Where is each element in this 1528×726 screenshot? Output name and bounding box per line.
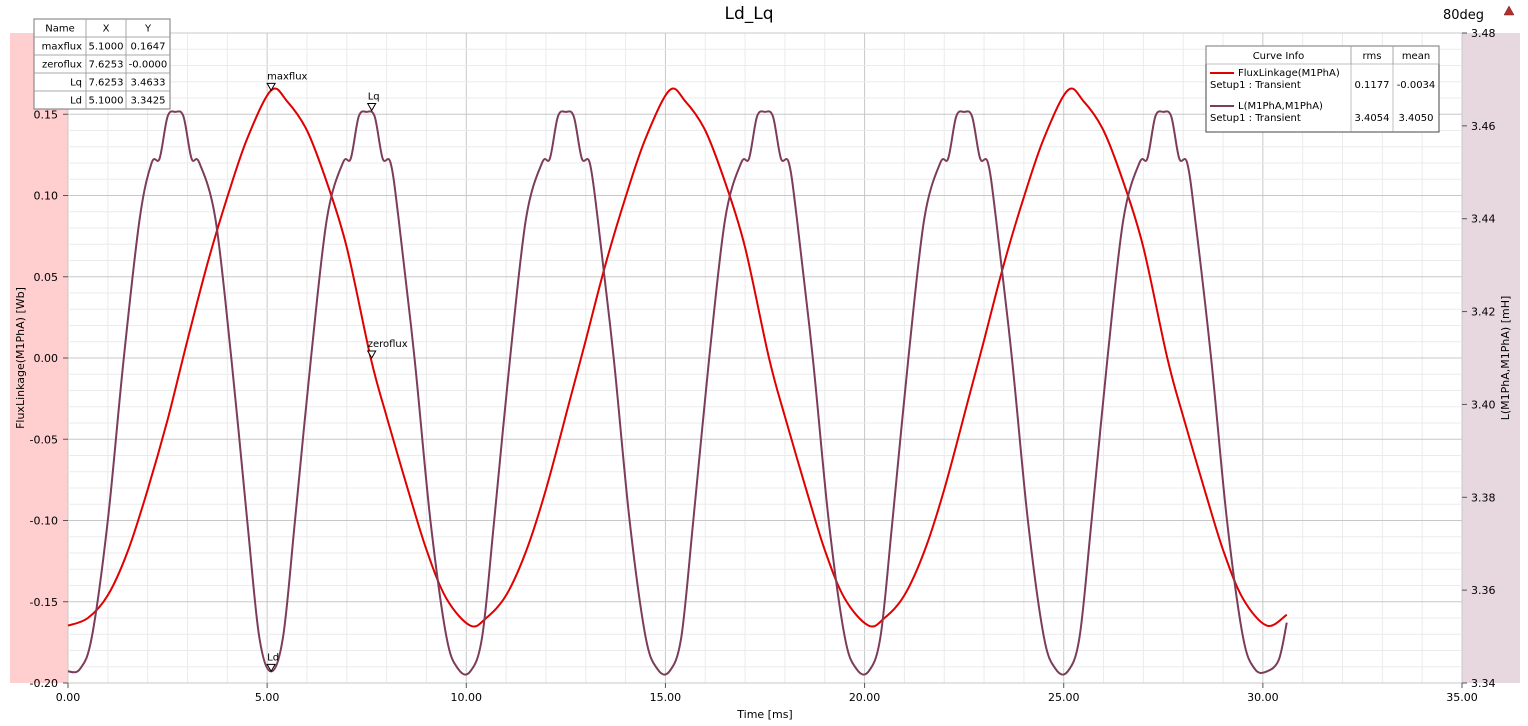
x-tick-label: 0.00: [56, 691, 81, 704]
curve-info-header: mean: [1402, 51, 1430, 62]
marker-Lq: Lq: [366, 92, 380, 112]
y-right-tick-label: 3.36: [1471, 584, 1496, 597]
curve-info-frame: [1205, 45, 1440, 133]
marker-table-value: 3.3425: [131, 96, 166, 107]
marker-table-header: Name: [45, 24, 75, 35]
marker-label: Lq: [368, 92, 380, 103]
ticks: 0.00 5.00 10.00 15.00 20.00 25.00 30.00 35.00 -0…: [30, 27, 1496, 704]
y-left-tick-label: -0.15: [30, 596, 58, 609]
y-left-tick-label: 0.05: [34, 271, 59, 284]
chart-title: Ld_Lq: [724, 4, 773, 24]
marker-table-value: 5.1000: [89, 96, 124, 107]
marker-table-header: Y: [144, 24, 152, 35]
y-left-tick-label: -0.20: [30, 677, 58, 690]
y-right-tick-label: 3.44: [1471, 213, 1496, 226]
y-right-tick-label: 3.40: [1471, 398, 1496, 411]
marker-triangle-icon: [266, 663, 276, 673]
x-tick-label: 5.00: [255, 691, 280, 704]
curve-info-header: rms: [1363, 51, 1382, 62]
x-tick-label: 35.00: [1446, 691, 1478, 704]
marker-table-cell: [125, 90, 171, 110]
marker-maxflux: maxflux: [266, 71, 308, 92]
curve-info-mean: -0.0034: [1397, 80, 1436, 91]
marker-table-value: 3.4633: [131, 78, 166, 89]
marker-table-value: Lq: [70, 78, 82, 89]
marker-table-header: X: [103, 24, 110, 35]
marker-zeroflux: zeroflux: [366, 339, 408, 360]
curve-info-setup: Setup1 : Transient: [1210, 80, 1301, 91]
y-left-tick-label: -0.05: [30, 433, 58, 446]
y-left-tick-label: 0.15: [34, 108, 59, 121]
curve-info-legend[interactable]: Curve Info rms meanFluxLinkage(M1PhA)Setup…: [1205, 45, 1440, 133]
marker-triangle-icon: [366, 103, 377, 112]
curve-info-setup: Setup1 : Transient: [1210, 113, 1301, 124]
curve-info-header: Curve Info: [1253, 51, 1305, 62]
curve-info-rms: 3.4054: [1355, 113, 1390, 124]
marker-table-value: 5.1000: [89, 42, 124, 53]
curve-info-name: L(M1PhA,M1PhA): [1238, 101, 1323, 112]
marker-table-value: zeroflux: [42, 60, 82, 71]
marker-table-value: maxflux: [42, 42, 82, 53]
y-axis-right-label: L(M1PhA,M1PhA) [mH]: [1499, 296, 1512, 421]
inductance-line: [67, 110, 1288, 676]
marker-table-value: 0.1647: [131, 42, 166, 53]
x-tick-label: 10.00: [451, 691, 483, 704]
y-right-tick-label: 3.38: [1471, 491, 1496, 504]
y-right-tick-label: 3.48: [1471, 27, 1496, 40]
y-left-tick-label: 0.00: [34, 352, 59, 365]
y-left-tick-label: 0.10: [34, 190, 59, 203]
curve-info-mean: 3.4050: [1399, 113, 1434, 124]
curve-info-name: FluxLinkage(M1PhA): [1238, 68, 1340, 79]
y-right-tick-label: 3.46: [1471, 120, 1496, 133]
marker-label: Ld: [267, 652, 279, 663]
right-axis-band: [1462, 33, 1520, 683]
y-right-tick-label: 3.34: [1471, 677, 1496, 690]
x-tick-label: 20.00: [849, 691, 881, 704]
marker-table-value: 7.6253: [89, 78, 124, 89]
marker-table-frame: [33, 18, 171, 110]
y-left-tick-label: -0.10: [30, 515, 58, 528]
marker-table-value: Ld: [70, 96, 82, 107]
left-axis-band: [10, 33, 68, 683]
y-right-tick-label: 3.42: [1471, 306, 1496, 319]
y-axis-left-label: FluxLinkage(M1PhA) [Wb]: [14, 287, 27, 429]
x-axis-label: Time [ms]: [736, 708, 792, 721]
marker-label: maxflux: [267, 71, 307, 82]
grid: [67, 32, 1463, 684]
markers: maxflux zeroflux Lq Ld: [266, 71, 408, 673]
curve-info-header-cell: [1392, 45, 1440, 65]
marker-Ld: Ld: [266, 652, 279, 673]
marker-triangle-icon: [366, 350, 377, 360]
curve-info-rms: 0.1177: [1355, 80, 1390, 91]
x-tick-label: 15.00: [650, 691, 682, 704]
x-tick-label: 30.00: [1247, 691, 1279, 704]
marker-triangle-icon: [266, 82, 276, 92]
x-tick-label: 25.00: [1048, 691, 1080, 704]
corner-label: 80deg: [1443, 8, 1484, 23]
warning-icon[interactable]: [1503, 5, 1515, 16]
marker-label: zeroflux: [368, 339, 408, 350]
marker-table-value: -0.0000: [129, 60, 168, 71]
marker-table-value: 7.6253: [89, 60, 124, 71]
